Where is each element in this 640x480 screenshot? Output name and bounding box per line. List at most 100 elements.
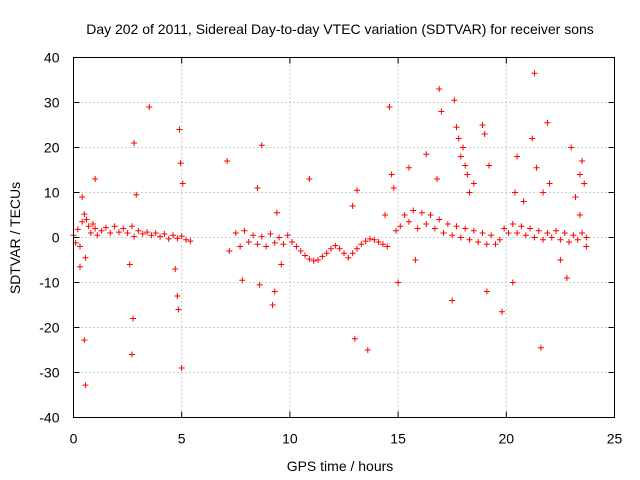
data-point — [353, 245, 360, 252]
data-point — [111, 223, 118, 230]
data-point — [254, 185, 261, 191]
data-point — [319, 253, 326, 260]
data-point — [126, 261, 133, 268]
data-point — [466, 189, 473, 196]
data-point — [178, 233, 185, 240]
data-point — [412, 257, 419, 263]
data-point — [170, 232, 177, 239]
data-point — [271, 288, 278, 295]
y-tick-label: 0 — [52, 230, 60, 246]
data-point — [245, 239, 252, 245]
data-point — [258, 142, 265, 149]
y-tick-label: 20 — [44, 140, 60, 156]
data-point — [336, 245, 343, 252]
data-point — [371, 236, 378, 243]
data-point — [271, 239, 278, 246]
data-point — [232, 230, 239, 236]
data-point — [563, 275, 570, 281]
data-point — [434, 176, 441, 182]
data-point — [273, 209, 280, 216]
data-point — [254, 241, 261, 248]
data-point — [341, 250, 347, 257]
data-point — [85, 223, 92, 230]
data-point — [328, 245, 335, 252]
data-point — [449, 232, 456, 239]
data-point — [533, 164, 540, 171]
y-tick-label: 40 — [44, 50, 60, 66]
data-point — [269, 302, 276, 308]
data-point — [537, 344, 544, 351]
data-point — [89, 221, 96, 227]
data-point — [146, 104, 153, 110]
data-point — [94, 232, 101, 239]
data-point — [226, 248, 233, 254]
data-point — [144, 229, 151, 236]
data-point — [522, 232, 529, 239]
data-point — [76, 243, 83, 250]
data-point — [431, 225, 438, 232]
data-point — [540, 236, 547, 243]
data-point — [410, 207, 417, 214]
data-point — [492, 241, 499, 248]
x-axis-label: GPS time / hours — [287, 458, 394, 474]
data-point — [297, 248, 304, 254]
data-point — [557, 257, 564, 263]
data-point — [239, 277, 246, 284]
data-point — [161, 230, 168, 237]
data-point — [258, 233, 265, 240]
data-point — [496, 236, 503, 243]
data-point — [427, 212, 434, 218]
data-point — [332, 242, 339, 249]
data-point — [479, 122, 486, 128]
data-point — [120, 225, 127, 232]
data-point — [353, 187, 360, 194]
axis-ticks — [73, 57, 615, 418]
data-point — [514, 153, 521, 160]
data-point — [276, 234, 283, 241]
data-point — [583, 243, 590, 250]
data-point — [135, 227, 142, 234]
data-point — [241, 227, 248, 234]
data-point — [475, 239, 482, 245]
data-point — [581, 180, 588, 187]
data-point — [349, 250, 356, 257]
data-point — [306, 256, 313, 263]
data-point — [131, 140, 138, 146]
data-point — [576, 212, 583, 218]
data-point — [453, 223, 460, 230]
data-point — [414, 225, 421, 232]
data-point — [440, 230, 447, 236]
y-axis-label: SDTVAR / TECUs — [7, 182, 23, 294]
data-point — [529, 135, 536, 142]
data-point — [256, 281, 263, 288]
data-point — [174, 235, 181, 242]
data-point — [76, 263, 83, 270]
data-point — [366, 235, 373, 242]
data-point — [488, 232, 495, 239]
data-point — [310, 257, 317, 264]
data-point — [470, 227, 477, 234]
data-point — [483, 288, 490, 295]
data-point — [386, 104, 393, 110]
data-point — [315, 257, 322, 263]
data-point — [501, 225, 508, 232]
data-point — [509, 221, 516, 227]
data-point — [449, 297, 456, 304]
data-point — [436, 216, 443, 223]
data-point — [349, 203, 356, 209]
data-point — [165, 235, 172, 242]
data-point — [572, 194, 579, 200]
data-point — [139, 230, 146, 237]
data-point — [157, 233, 164, 240]
data-point — [81, 337, 88, 344]
data-point — [293, 243, 300, 250]
data-point — [423, 221, 430, 227]
data-point — [289, 239, 296, 245]
y-tick-label: -10 — [39, 275, 59, 291]
data-point — [306, 176, 313, 182]
data-point — [535, 227, 542, 234]
data-point — [405, 218, 412, 225]
data-point — [133, 191, 140, 198]
data-point — [148, 232, 155, 239]
data-point — [92, 176, 99, 182]
